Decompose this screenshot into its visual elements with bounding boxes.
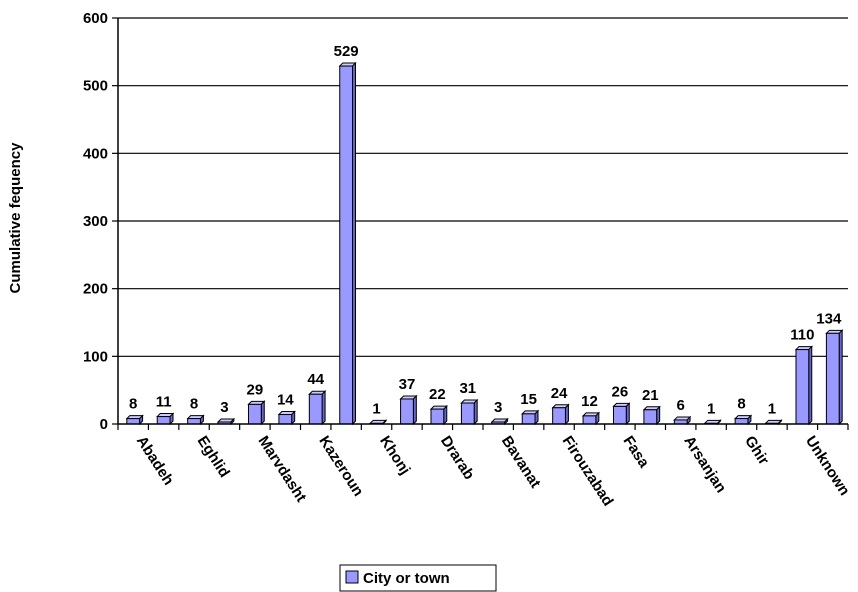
bar: [490, 417, 509, 426]
x-tick-label: Ghir: [741, 433, 772, 468]
legend-swatch: [345, 570, 359, 584]
data-label: 44: [307, 371, 324, 388]
bar: [429, 404, 448, 426]
y-tick-label: 100: [83, 348, 108, 365]
bar: [551, 403, 570, 426]
bar: [612, 402, 631, 426]
bar-front-face: [795, 349, 810, 425]
y-tick-label: 0: [100, 416, 108, 433]
y-tick-label: 600: [83, 10, 108, 27]
bar: [186, 414, 205, 426]
bar-front-face: [278, 414, 293, 425]
y-tick-label: 500: [83, 78, 108, 95]
x-tick-label: Firouzabad: [559, 433, 617, 509]
data-label: 21: [642, 387, 659, 404]
data-label: 3: [494, 399, 502, 416]
bar: [277, 410, 296, 426]
data-label: 1: [372, 400, 380, 417]
x-tick-label: Fasa: [620, 433, 653, 471]
data-label: 29: [247, 381, 264, 398]
bars-group: [125, 61, 844, 426]
bar-front-face: [582, 415, 597, 425]
data-label: 134: [816, 310, 842, 327]
data-label: 15: [520, 391, 537, 408]
data-label: 3: [220, 399, 228, 416]
data-label: 14: [277, 392, 294, 409]
bar: [521, 409, 540, 426]
data-label: 110: [790, 327, 814, 344]
y-axis-label: Cumulative fequency: [7, 142, 24, 294]
bar: [460, 398, 479, 426]
data-label: 22: [429, 386, 446, 403]
x-tick-label: Eghlid: [194, 433, 233, 481]
bar: [733, 414, 753, 426]
data-label: 12: [581, 393, 598, 410]
x-tick-label: Drarab: [437, 433, 478, 483]
bar: [642, 405, 661, 426]
bar-front-face: [521, 413, 536, 425]
bar-front-face: [643, 409, 658, 425]
bar-front-face: [430, 408, 445, 425]
bar: [156, 412, 175, 426]
bar: [308, 390, 327, 426]
data-label: 8: [190, 396, 198, 413]
bar: [216, 417, 236, 426]
x-tick-label: Kazeroun: [315, 433, 366, 500]
data-label: 8: [129, 396, 137, 413]
bar-front-face: [126, 418, 141, 425]
y-ticks: 0 100 200 300 400 500 600: [83, 10, 118, 433]
data-label: 1: [768, 400, 776, 417]
bar: [399, 394, 418, 426]
legend: City or town: [339, 564, 497, 592]
bar-front-face: [247, 403, 262, 425]
x-tick-label: Arsanjan: [680, 433, 729, 496]
data-label: 11: [156, 394, 172, 411]
bar: [673, 415, 692, 426]
data-label: 1: [707, 400, 715, 417]
bar-front-face: [400, 398, 414, 425]
bar-front-face: [734, 418, 749, 425]
legend-frame: [339, 564, 497, 592]
bar: [247, 400, 266, 426]
legend-label: City or town: [363, 570, 450, 587]
bar: [338, 61, 357, 426]
gridlines: [118, 17, 848, 357]
bar: [825, 329, 844, 426]
y-tick-label: 400: [83, 145, 108, 162]
bar-front-face: [308, 393, 323, 425]
bar-front-face: [612, 405, 627, 425]
x-tick-label: Marvdasht: [255, 433, 310, 505]
bar-front-face: [187, 418, 201, 425]
data-label: 31: [459, 380, 476, 397]
bar-front-face: [156, 416, 171, 425]
x-tick-label: Khonj: [376, 433, 413, 478]
bar-front-face: [460, 402, 475, 425]
data-label: 529: [334, 43, 359, 60]
y-tick-label: 200: [83, 281, 108, 298]
bar: [794, 345, 813, 426]
data-label: 8: [737, 396, 745, 413]
bar: [125, 414, 144, 426]
x-tick-label: Bavanat: [498, 433, 544, 491]
bar: [581, 411, 601, 426]
data-label: 6: [677, 397, 685, 414]
x-ticks: Abadeh Eghlid Marvdasht Kazeroun Khonj Drarab…: [117, 424, 853, 509]
y-tick-label: 300: [83, 213, 108, 230]
data-label: 26: [612, 383, 629, 400]
bar-front-face: [552, 407, 566, 425]
data-labels: 8 11 8 3 29 14 44 529 1 37 22 31 3 15 24 12 26 21 6 1 8 1 1101…: [129, 43, 842, 417]
data-label: 37: [399, 376, 416, 393]
x-tick-label: Unknown: [802, 433, 853, 499]
bar-front-face: [825, 332, 840, 425]
x-tick-label: Abadeh: [133, 433, 177, 488]
data-label: 24: [551, 385, 568, 402]
bar-front-face: [339, 65, 354, 425]
